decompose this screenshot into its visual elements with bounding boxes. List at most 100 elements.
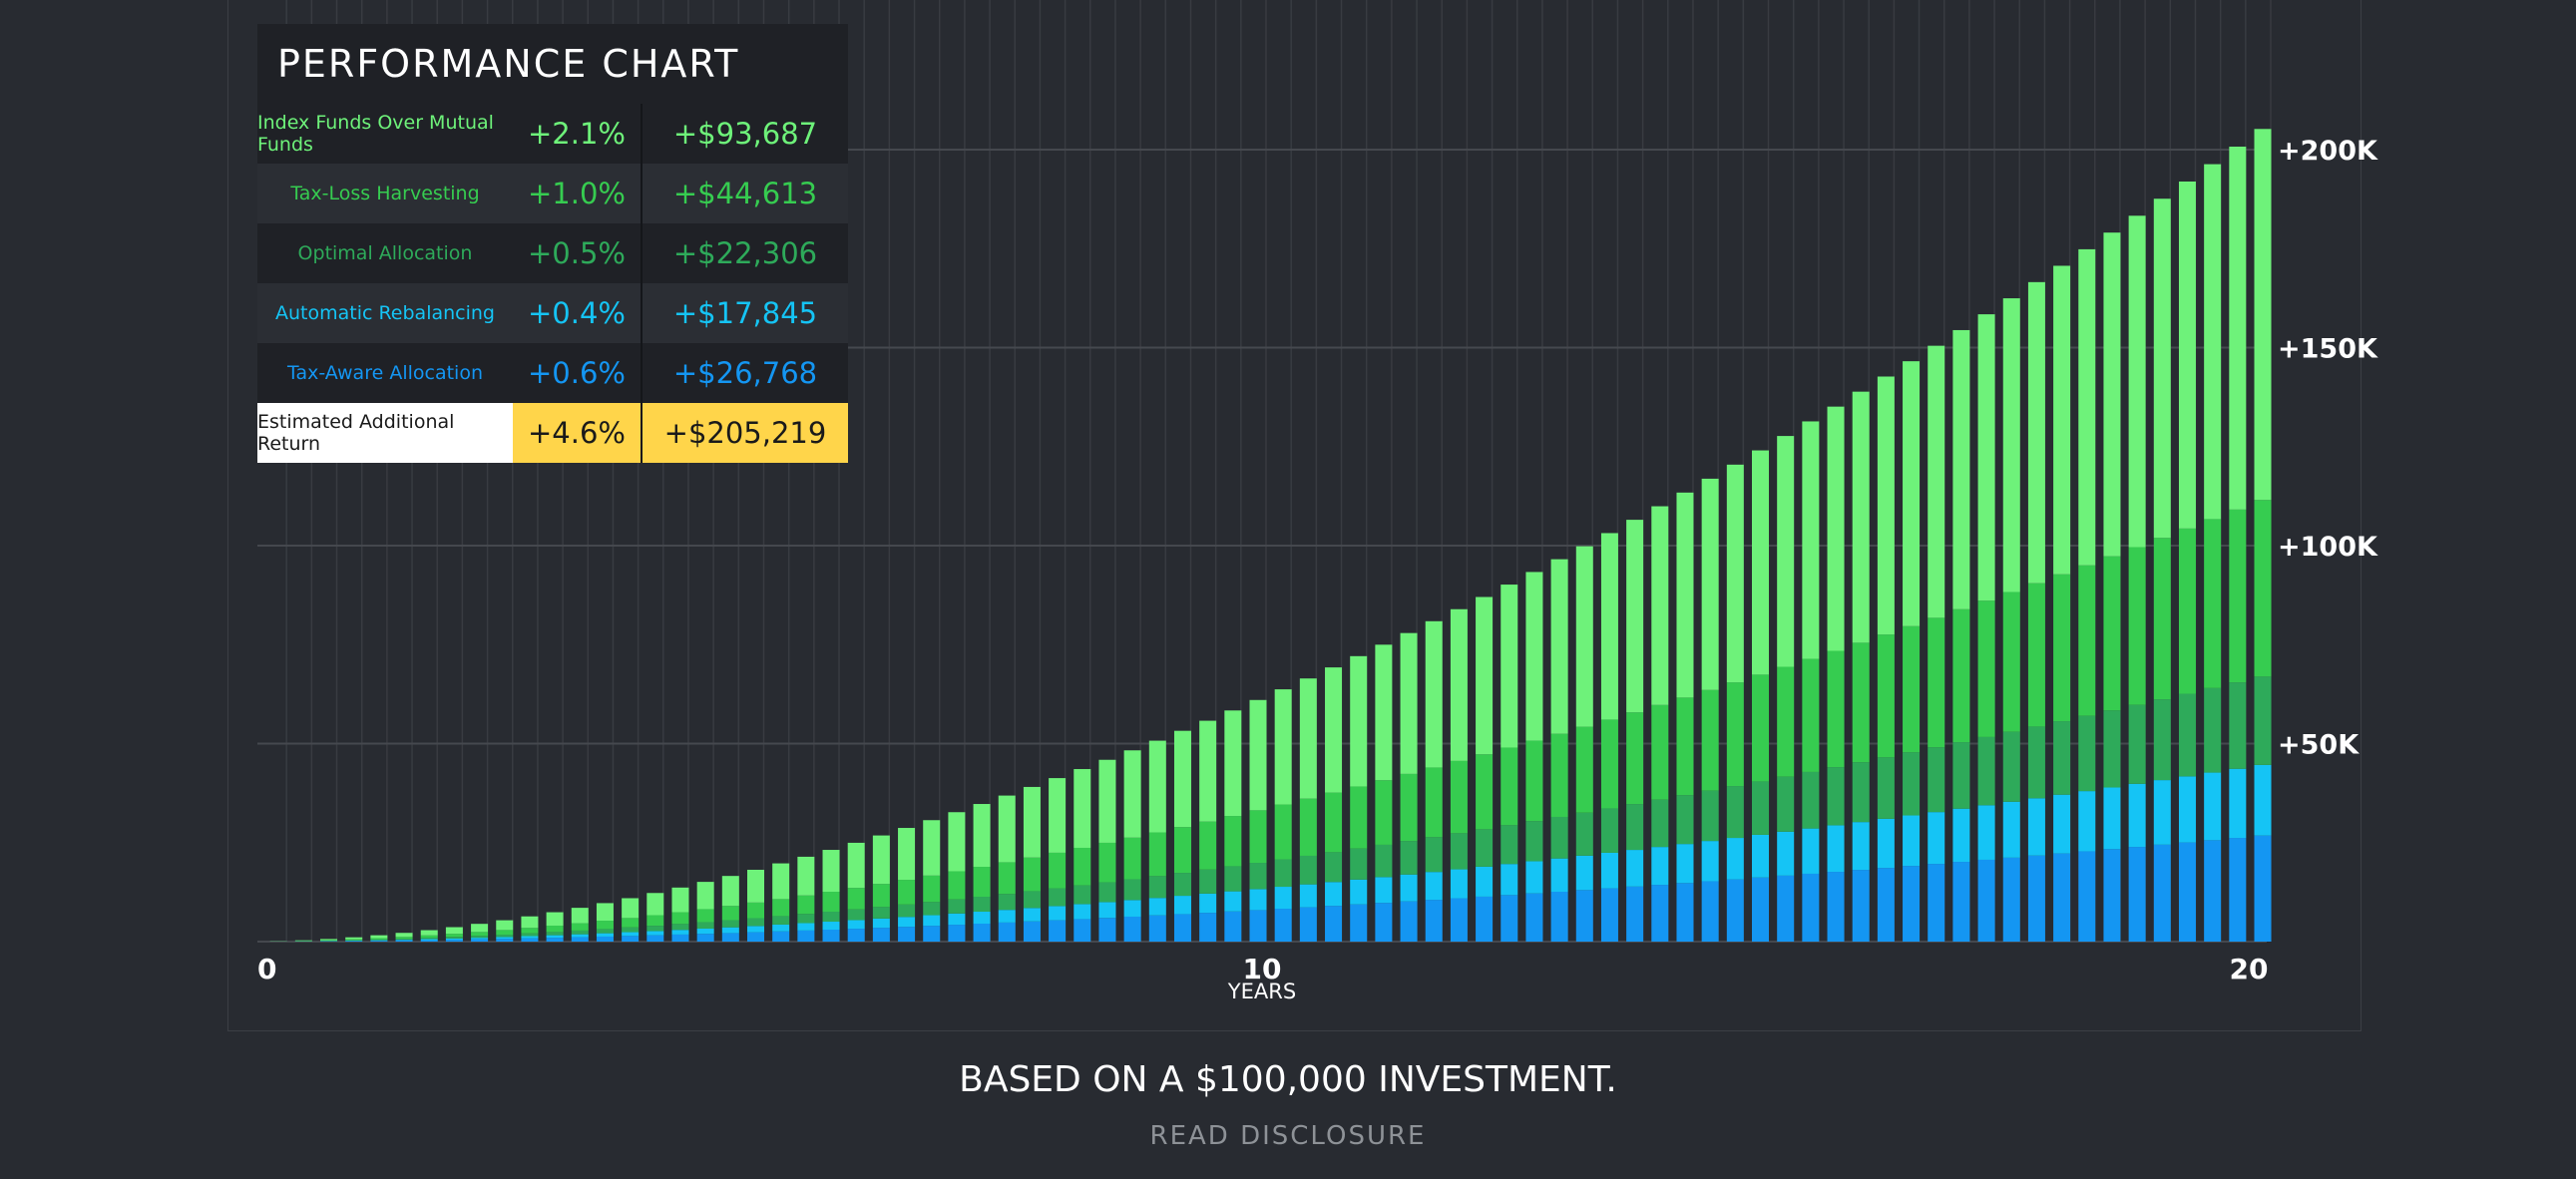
bar-segment: [671, 924, 689, 931]
bar-segment: [471, 936, 489, 939]
bar-segment: [772, 899, 790, 917]
bar-segment: [1299, 884, 1317, 908]
bar-segment: [721, 876, 739, 907]
bar-segment: [1752, 450, 1769, 675]
bar-segment: [420, 939, 438, 941]
bar-segment: [1425, 900, 1443, 942]
bar-segment: [797, 914, 815, 924]
bar-segment: [696, 928, 714, 935]
row-percent: +2.1%: [513, 104, 641, 164]
bar-segment: [1626, 712, 1644, 805]
bar-segment: [1827, 650, 1845, 768]
bar-segment: [1852, 870, 1870, 942]
bar-segment: [1600, 888, 1618, 942]
bar-segment: [1977, 805, 1995, 860]
bar-segment: [1852, 762, 1870, 823]
bar-segment: [747, 926, 764, 933]
bar-segment: [1525, 821, 1543, 862]
bar-segment: [1049, 778, 1067, 853]
bar-segment: [1148, 898, 1166, 916]
bar-segment: [847, 909, 865, 921]
bar-segment: [772, 916, 790, 925]
bar-segment: [998, 862, 1016, 895]
bar-segment: [2254, 764, 2272, 836]
bar-segment: [596, 903, 614, 922]
bar-segment: [596, 936, 614, 942]
bar-segment: [395, 933, 413, 938]
bar-segment: [1676, 697, 1694, 796]
y-tick-label: +50K: [2278, 730, 2360, 761]
bar-segment: [1400, 773, 1418, 842]
bar-segment: [1400, 901, 1418, 942]
bar-segment: [1977, 859, 1995, 942]
bar-segment: [1952, 608, 1970, 743]
bar-segment: [496, 937, 514, 940]
bar-segment: [1425, 620, 1443, 768]
bar-segment: [898, 927, 916, 942]
bar-segment: [571, 934, 589, 938]
bar-segment: [923, 926, 941, 942]
bar-segment: [1073, 904, 1091, 920]
bar-segment: [1676, 844, 1694, 884]
bar-segment: [2053, 574, 2071, 722]
bar-segment: [998, 894, 1016, 911]
bar-segment: [646, 915, 664, 927]
read-disclosure-link[interactable]: READ DISCLOSURE: [1149, 1121, 1427, 1151]
bar-segment: [872, 928, 890, 942]
bar-segment: [923, 902, 941, 916]
bar-segment: [370, 939, 388, 941]
bar-segment: [2078, 248, 2096, 566]
bar-segment: [923, 875, 941, 903]
bar-segment: [1325, 882, 1343, 907]
bar-segment: [797, 923, 815, 931]
bar-segment: [1224, 866, 1242, 892]
bar-segment: [2204, 519, 2222, 688]
bar-segment: [571, 908, 589, 924]
bar-segment: [1325, 792, 1343, 853]
bar-segment: [2254, 835, 2272, 942]
bar-segment: [1600, 719, 1618, 809]
bar-segment: [1476, 866, 1494, 897]
bar-segment: [1148, 876, 1166, 899]
bar-segment: [571, 937, 589, 942]
bar-segment: [1123, 900, 1141, 917]
bar-segment: [1701, 841, 1719, 882]
bar-segment: [1325, 906, 1343, 942]
bar-segment: [2178, 776, 2196, 843]
bar-segment: [294, 940, 312, 942]
bar-segment: [1023, 857, 1041, 892]
bar-segment: [1651, 885, 1669, 942]
bar-segment: [571, 930, 589, 935]
bar-segment: [822, 922, 840, 931]
bar-segment: [2002, 857, 2020, 942]
bar-segment: [622, 936, 640, 942]
bar-segment: [2254, 676, 2272, 765]
bar-segment: [1827, 825, 1845, 873]
bar-segment: [1777, 666, 1795, 777]
bar-segment: [1877, 757, 1895, 819]
row-name: Optimal Allocation: [257, 223, 513, 283]
bar-segment: [2178, 528, 2196, 694]
bar-segment: [973, 804, 991, 868]
total-name: Estimated Additional Return: [257, 403, 513, 463]
bar-segment: [521, 933, 539, 937]
bar-segment: [1852, 822, 1870, 871]
bar-segment: [847, 920, 865, 930]
bar-segment: [1224, 891, 1242, 912]
bar-segment: [2128, 847, 2146, 942]
bar-segment: [2027, 281, 2045, 584]
bar-segment: [445, 937, 463, 939]
bar-segment: [1550, 559, 1568, 734]
bar-segment: [1350, 655, 1368, 787]
row-value: +$44,613: [641, 164, 848, 223]
bar-segment: [1977, 600, 1995, 737]
bar-segment: [1802, 828, 1820, 874]
bar-segment: [2254, 500, 2272, 677]
x-axis-label: YEARS: [1227, 980, 1296, 1003]
bar-segment: [872, 918, 890, 929]
bar-segment: [822, 912, 840, 923]
bar-segment: [1375, 780, 1393, 845]
bar-segment: [923, 820, 941, 876]
bar-segment: [822, 930, 840, 942]
bar-segment: [1575, 855, 1593, 891]
